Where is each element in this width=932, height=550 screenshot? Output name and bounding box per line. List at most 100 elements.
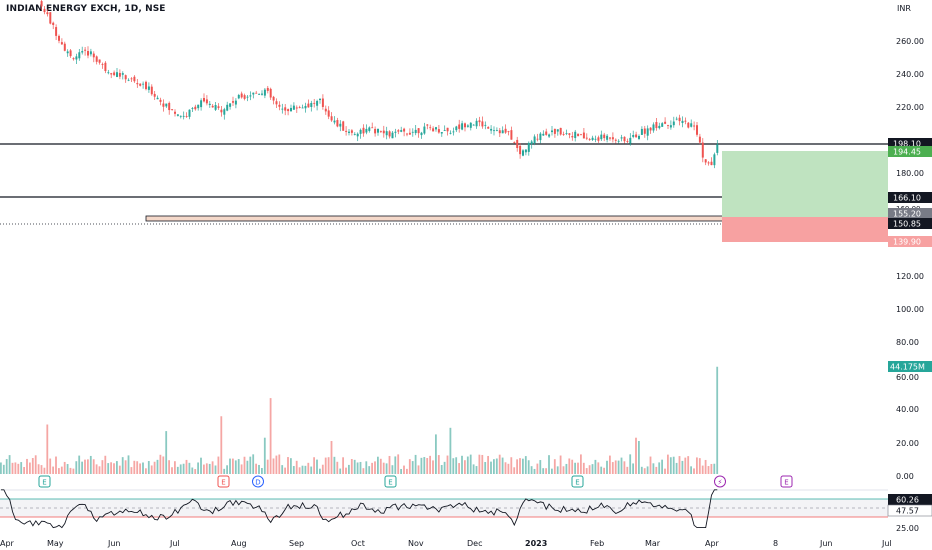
target-zone[interactable] bbox=[722, 151, 888, 217]
candle-body bbox=[217, 106, 220, 108]
candle-body bbox=[104, 62, 107, 72]
volume-bar bbox=[426, 458, 429, 474]
candle-body bbox=[391, 132, 394, 139]
candle-body bbox=[522, 150, 524, 156]
volume-bar bbox=[623, 461, 626, 474]
price-tag: 198.10 bbox=[888, 138, 932, 149]
candle-body bbox=[58, 35, 60, 41]
volume-bar bbox=[243, 456, 246, 474]
volume-bar bbox=[565, 463, 568, 474]
volume-bar bbox=[437, 455, 440, 474]
candle-body bbox=[669, 125, 672, 128]
volume-bar bbox=[98, 466, 101, 474]
volume-bar bbox=[118, 465, 121, 474]
earnings-marker[interactable]: E bbox=[571, 475, 584, 488]
volume-bar bbox=[377, 456, 379, 474]
candle-body bbox=[487, 127, 490, 129]
volume-bar bbox=[713, 463, 716, 474]
candle-body bbox=[220, 109, 223, 113]
candle-body bbox=[542, 133, 545, 136]
candle-body bbox=[672, 121, 675, 126]
candle-body bbox=[403, 128, 406, 132]
volume-bar bbox=[156, 459, 159, 474]
volume-bar bbox=[29, 462, 31, 474]
candle-body bbox=[435, 127, 437, 130]
candle-body bbox=[498, 130, 501, 134]
candle-body bbox=[237, 94, 240, 99]
candle-body bbox=[385, 131, 388, 136]
candle-body bbox=[130, 78, 133, 80]
volume-bar bbox=[432, 460, 434, 474]
candle-body bbox=[139, 83, 142, 86]
candle-body bbox=[553, 128, 556, 134]
candle-body bbox=[278, 104, 281, 107]
candle-body bbox=[423, 126, 426, 134]
candle-body bbox=[301, 107, 304, 109]
candle-body bbox=[101, 64, 104, 65]
volume-bar bbox=[562, 466, 565, 474]
volume-bar bbox=[406, 468, 408, 474]
candle-body bbox=[368, 127, 371, 131]
volume-bar bbox=[258, 464, 260, 474]
volume-bar bbox=[452, 458, 455, 474]
candle-body bbox=[577, 133, 580, 137]
candle-body bbox=[89, 51, 92, 55]
candle-body bbox=[371, 127, 374, 129]
candle-body bbox=[345, 130, 348, 132]
candle-body bbox=[272, 96, 275, 101]
candle-body bbox=[667, 125, 669, 126]
price-axis[interactable]: 260.00 240.00 220.00 180.00 120.00 100.0… bbox=[896, 37, 924, 347]
candle-body bbox=[458, 124, 461, 129]
candle-body bbox=[556, 129, 559, 132]
rsi-axis[interactable]: 60.26 47.57 25.00 bbox=[887, 494, 932, 533]
volume-bar bbox=[17, 463, 20, 474]
candle-body bbox=[365, 128, 368, 133]
candle-body bbox=[658, 125, 661, 129]
volume-bar bbox=[443, 461, 446, 474]
candle-body bbox=[118, 72, 121, 77]
candle-body bbox=[475, 120, 478, 127]
earnings-marker[interactable]: E bbox=[780, 475, 793, 488]
volume-bar bbox=[272, 458, 275, 474]
volume-bar bbox=[298, 467, 301, 474]
event-markers[interactable]: E E D E E ⚡ E bbox=[38, 475, 793, 488]
volume-bar bbox=[484, 461, 487, 474]
earnings-marker[interactable]: E bbox=[384, 475, 397, 488]
candle-body bbox=[504, 128, 507, 133]
time-label: Sep bbox=[289, 539, 304, 548]
volume-bar bbox=[356, 462, 359, 474]
candle-body bbox=[640, 128, 643, 135]
candle-body bbox=[321, 98, 324, 107]
candle-body bbox=[179, 115, 182, 117]
stop-zone[interactable] bbox=[722, 217, 888, 242]
svg-text:198.10: 198.10 bbox=[893, 140, 921, 149]
volume-bar bbox=[261, 468, 263, 474]
volume-bar bbox=[527, 460, 530, 474]
volume-bar bbox=[353, 459, 356, 474]
candle-body bbox=[704, 159, 707, 163]
volume-tick: 20.00 bbox=[896, 439, 919, 448]
earnings-marker[interactable]: E bbox=[38, 475, 51, 488]
volume-bar bbox=[165, 431, 168, 474]
dividend-marker[interactable]: D bbox=[252, 475, 264, 488]
time-axis[interactable]: Apr May Jun Jul Aug Sep Oct Nov Dec 2023… bbox=[0, 539, 892, 548]
earnings-marker[interactable]: E bbox=[217, 475, 230, 488]
candle-body bbox=[78, 52, 81, 59]
volume-bar bbox=[646, 466, 649, 474]
time-label: Oct bbox=[351, 539, 365, 548]
split-marker[interactable]: ⚡ bbox=[714, 475, 726, 488]
candle-body bbox=[234, 100, 237, 105]
volume-bar bbox=[185, 459, 188, 474]
volume-axis[interactable]: 44.175M 60.00 40.00 20.00 0.00 bbox=[888, 361, 932, 481]
volume-bar bbox=[327, 457, 330, 474]
volume-bar bbox=[371, 462, 373, 474]
price-tick: 220.00 bbox=[896, 103, 924, 112]
candle-body bbox=[536, 138, 539, 140]
volume-bar bbox=[237, 459, 240, 474]
rsi-avg-label: 47.57 bbox=[896, 507, 919, 516]
volume-bar bbox=[582, 462, 585, 474]
volume-bar bbox=[490, 461, 492, 474]
candle-body bbox=[617, 140, 620, 142]
